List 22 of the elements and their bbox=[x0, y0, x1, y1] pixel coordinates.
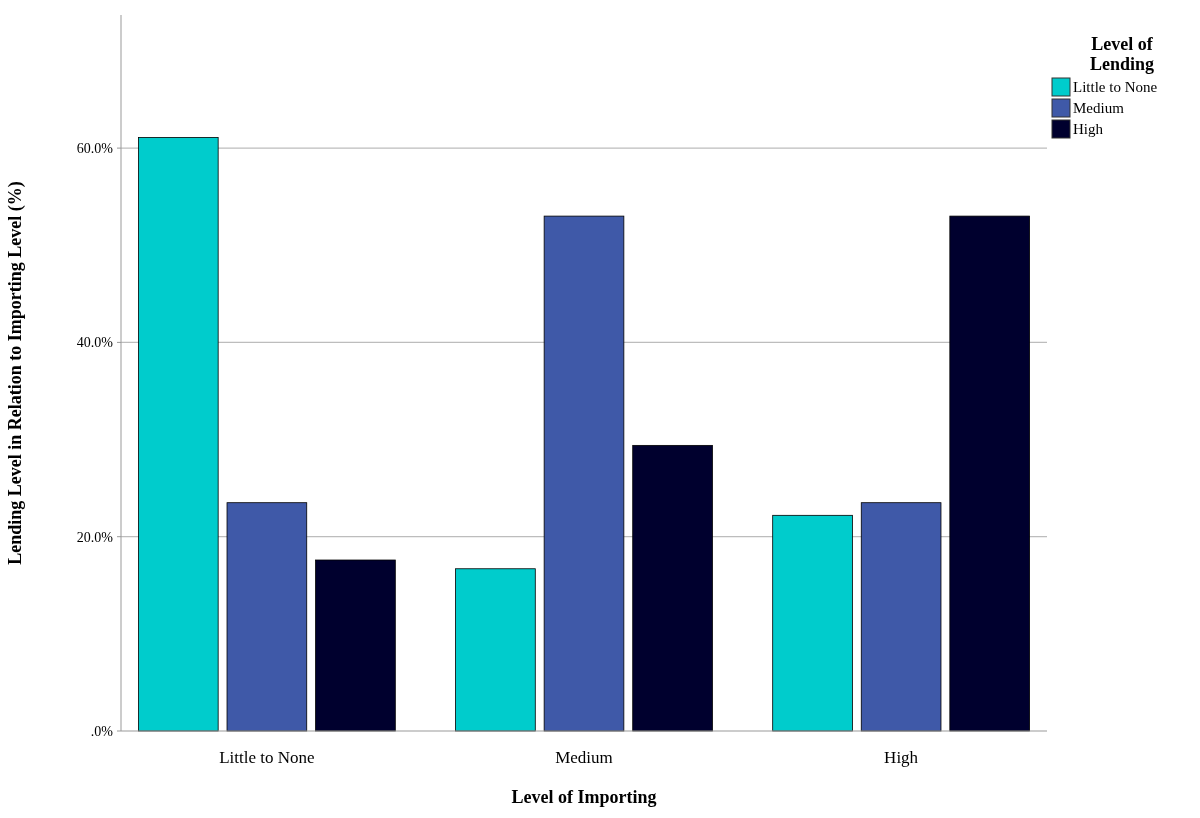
bar bbox=[860, 502, 942, 732]
y-tick-label: 40.0% bbox=[76, 335, 114, 351]
bar bbox=[632, 444, 713, 732]
x-tick-label: High bbox=[884, 748, 919, 767]
bar bbox=[226, 502, 308, 732]
x-tick-label: Little to None bbox=[219, 748, 315, 767]
x-axis-title: Level of Importing bbox=[511, 787, 657, 807]
legend-label: Little to None bbox=[1073, 79, 1158, 95]
bar bbox=[949, 215, 1030, 732]
bar bbox=[772, 514, 853, 732]
y-tick-label: 60.0% bbox=[76, 141, 114, 156]
x-tick-label: Medium bbox=[555, 748, 613, 767]
bar bbox=[315, 559, 396, 732]
bar bbox=[138, 137, 219, 732]
y-axis-title: Lending Level in Relation to Importing Level (%) bbox=[5, 181, 26, 565]
bar bbox=[543, 215, 625, 732]
y-tick-label: 20.0% bbox=[76, 529, 114, 545]
legend-title: Level of Lending bbox=[1089, 34, 1155, 74]
legend-label: Medium bbox=[1073, 100, 1125, 116]
legend-label: High bbox=[1073, 121, 1104, 137]
bar bbox=[455, 568, 536, 732]
y-tick-label: .0% bbox=[90, 723, 114, 739]
